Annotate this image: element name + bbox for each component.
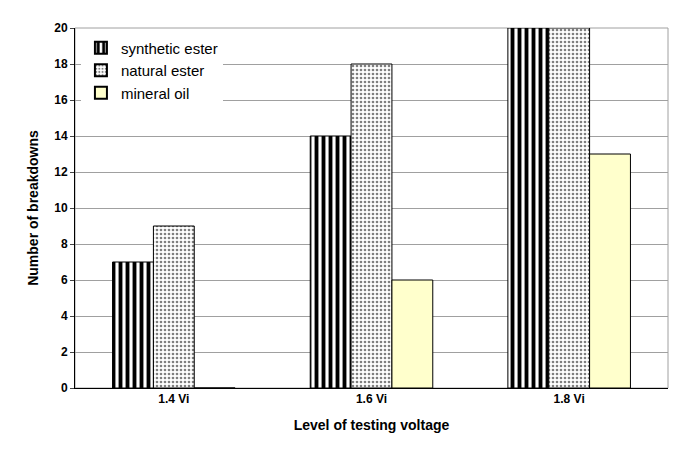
svg-text:Number of breakdowns: Number of breakdowns	[25, 130, 41, 286]
svg-text:synthetic ester: synthetic ester	[121, 40, 218, 57]
svg-text:1.6 Vi: 1.6 Vi	[356, 392, 387, 406]
svg-text:20: 20	[54, 21, 68, 35]
svg-text:10: 10	[54, 201, 68, 215]
svg-text:4: 4	[61, 309, 68, 323]
svg-text:2: 2	[61, 345, 68, 359]
svg-text:14: 14	[54, 129, 68, 143]
svg-text:16: 16	[54, 93, 68, 107]
svg-text:1.4 Vi: 1.4 Vi	[158, 392, 189, 406]
svg-text:18: 18	[54, 57, 68, 71]
svg-text:1.8 Vi: 1.8 Vi	[554, 392, 585, 406]
svg-text:8: 8	[61, 237, 68, 251]
svg-text:6: 6	[61, 273, 68, 287]
svg-text:mineral oil: mineral oil	[121, 85, 189, 102]
svg-text:12: 12	[54, 165, 68, 179]
svg-text:Level of testing voltage: Level of testing voltage	[294, 417, 450, 433]
svg-text:0: 0	[61, 381, 68, 395]
svg-text:natural ester: natural ester	[121, 62, 204, 79]
